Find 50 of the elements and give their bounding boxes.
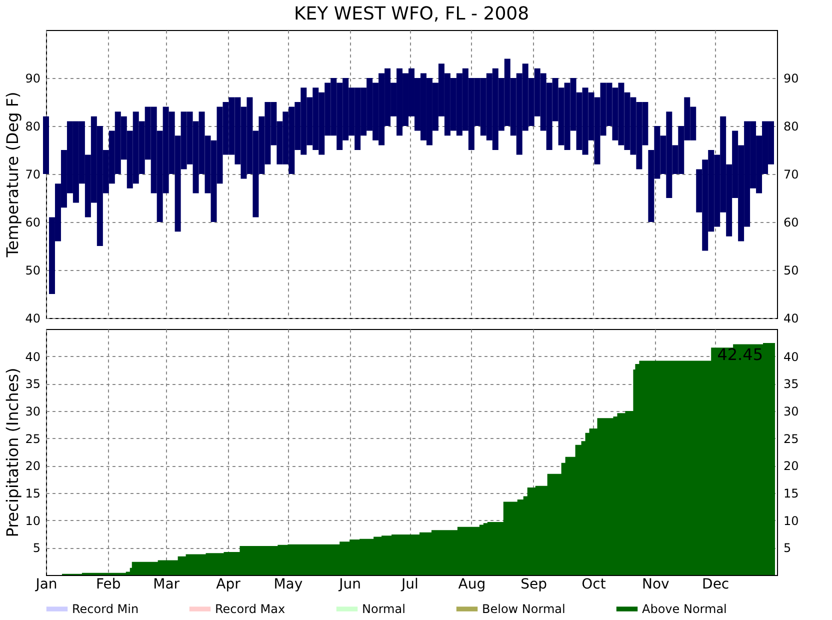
x-tick-label: Dec: [702, 576, 730, 592]
y2-tick-label: 60: [784, 216, 799, 230]
y-axis-title: Precipitation (Inches): [3, 368, 22, 538]
y-tick-label: 20: [25, 459, 40, 474]
y2-tick-label: 5: [784, 541, 792, 556]
y-tick-label: 30: [25, 404, 40, 418]
y-tick-label: 5: [32, 541, 40, 556]
y-tick-label: 40: [25, 312, 40, 326]
y2-tick-label: 70: [784, 168, 799, 182]
x-tick-label: Apr: [216, 576, 241, 592]
y-tick-label: 60: [25, 216, 40, 230]
x-tick-label: Mar: [153, 576, 180, 592]
y2-tick-label: 50: [784, 264, 799, 278]
y-tick-label: 70: [25, 168, 40, 182]
annotation: 42.45: [717, 344, 764, 364]
y-tick-label: 40: [25, 350, 40, 364]
bar: [43, 116, 49, 174]
legend-label: Record Min: [72, 602, 139, 616]
x-tick-label: Feb: [96, 576, 121, 592]
y-axis-title: Temperature (Deg F): [3, 92, 22, 258]
x-tick-label: Oct: [582, 576, 606, 592]
chart-title: KEY WEST WFO, FL - 2008: [294, 3, 530, 24]
y2-tick-label: 90: [784, 72, 799, 86]
y2-tick-label: 40: [784, 312, 799, 326]
x-tick-label: Nov: [642, 576, 670, 592]
legend-label: Above Normal: [642, 602, 727, 616]
x-tick-label: Jun: [338, 576, 362, 592]
y2-tick-label: 30: [784, 404, 799, 418]
y-tick-label: 15: [25, 486, 40, 500]
x-tick-label: Jul: [400, 576, 418, 592]
y-tick-label: 25: [25, 432, 40, 446]
x-tick-label: Sep: [520, 576, 548, 592]
x-tick-label: May: [274, 576, 303, 592]
y2-tick-label: 25: [784, 432, 799, 446]
y-tick-label: 80: [25, 120, 40, 134]
y2-tick-label: 80: [784, 120, 799, 134]
y2-tick-label: 10: [784, 514, 799, 528]
legend-label: Below Normal: [482, 602, 566, 616]
x-tick-label: Aug: [458, 576, 486, 592]
legend-label: Record Max: [215, 602, 286, 616]
y2-tick-label: 35: [784, 377, 799, 392]
y2-tick-label: 15: [784, 486, 799, 500]
y2-tick-label: 20: [784, 459, 799, 474]
y2-tick-label: 40: [784, 350, 799, 364]
legend-label: Normal: [362, 602, 406, 616]
y-tick-label: 35: [25, 377, 40, 392]
y-tick-label: 10: [25, 514, 40, 528]
y-tick-label: 90: [25, 72, 40, 86]
x-tick-label: Jan: [34, 576, 58, 592]
y-tick-label: 50: [25, 264, 40, 278]
